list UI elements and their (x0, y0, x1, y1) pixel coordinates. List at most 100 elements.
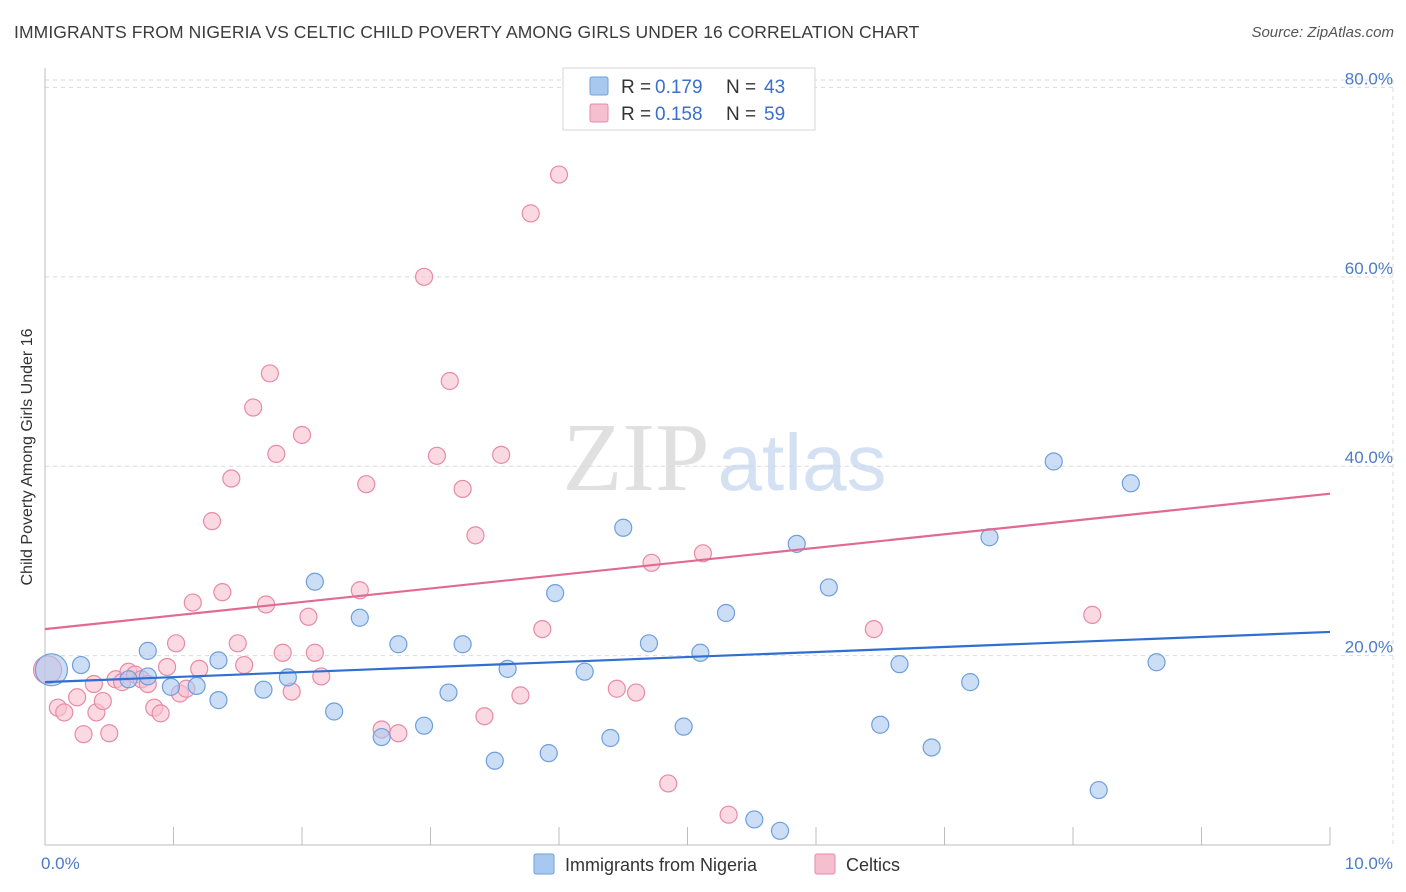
celtics-point-60 (1083, 605, 1102, 624)
celtics-point-49 (511, 686, 530, 705)
nigeria-point-25 (614, 518, 633, 537)
legend-n-label-nigeria: N = (726, 77, 756, 98)
bottom-legend-swatch-nigeria (533, 853, 555, 875)
nigeria-point-36 (922, 738, 941, 757)
bottom-legend: Immigrants from Nigeria Celtics (533, 853, 900, 875)
nigeria-point-39 (1044, 452, 1063, 471)
celtics-point-54 (626, 683, 646, 702)
nigeria-point-37 (961, 673, 980, 692)
celtics-point-42 (414, 267, 434, 286)
nigeria-point-26 (639, 634, 659, 653)
nigeria-point-11 (305, 572, 324, 591)
celtics-point-16 (151, 704, 170, 723)
y-tick-label-80: 80.0% (1345, 69, 1393, 88)
watermark: ZIP atlas (563, 404, 887, 512)
nigeria-point-14 (372, 727, 391, 747)
x-tick-label-min: 0.0% (41, 854, 80, 873)
bottom-legend-label-celtics: Celtics (846, 855, 900, 875)
legend-r-label-nigeria: R = (621, 77, 651, 98)
nigeria-points (34, 452, 1166, 840)
celtics-point-43 (427, 446, 447, 465)
celtics-point-36 (305, 643, 324, 662)
watermark-zip: ZIP (563, 404, 710, 512)
celtics-point-41 (389, 724, 408, 743)
celtics-point-7 (93, 691, 112, 711)
celtics-point-45 (453, 479, 472, 499)
bottom-legend-swatch-celtics (814, 853, 836, 875)
nigeria-point-27 (674, 717, 693, 736)
y-tick-label-20: 20.0% (1345, 638, 1393, 657)
nigeria-point-30 (745, 810, 764, 829)
x-tick-label-max: 10.0% (1345, 854, 1393, 873)
celtics-point-52 (549, 165, 569, 184)
nigeria-point-8 (209, 651, 228, 670)
nigeria-point-33 (819, 578, 838, 597)
celtics-point-56 (659, 774, 678, 793)
celtics-point-18 (166, 634, 186, 653)
trend-lines (44, 492, 1331, 684)
nigeria-point-12 (325, 702, 344, 721)
nigeria-point-35 (890, 655, 909, 674)
nigeria-trend-line (44, 630, 1331, 684)
nigeria-point-18 (453, 635, 472, 654)
nigeria-point-40 (1089, 780, 1108, 800)
celtics-point-39 (357, 475, 376, 494)
celtics-point-5 (84, 674, 103, 694)
watermark-atlas: atlas (718, 418, 887, 507)
celtics-point-25 (222, 469, 241, 488)
top-legend: R = 0.179 N = 43 R = 0.158 N = 59 (562, 67, 816, 131)
nigeria-point-22 (546, 584, 565, 603)
celtics-point-47 (475, 707, 494, 726)
celtics-point-30 (260, 364, 279, 383)
celtics-point-51 (533, 619, 552, 639)
nigeria-point-29 (716, 603, 736, 623)
celtics-point-2 (55, 703, 74, 722)
axes (44, 68, 1331, 846)
nigeria-point-28 (691, 643, 710, 662)
celtics-point-17 (157, 657, 177, 677)
nigeria-point-32 (787, 534, 806, 553)
celtics-point-21 (183, 593, 202, 612)
legend-r-label-celtics: R = (621, 104, 651, 125)
nigeria-point-41 (1121, 474, 1140, 493)
legend-r-value-nigeria: 0.179 (655, 77, 703, 98)
celtics-point-53 (607, 679, 626, 698)
celtics-point-4 (74, 725, 93, 744)
nigeria-point-13 (350, 608, 369, 627)
y-tick-label-40: 40.0% (1345, 448, 1393, 467)
celtics-point-35 (299, 607, 318, 626)
celtics-point-26 (228, 634, 247, 653)
nigeria-point-6 (187, 676, 206, 696)
celtics-point-28 (244, 398, 263, 417)
nigeria-point-3 (138, 667, 157, 686)
celtics-point-57 (693, 544, 713, 563)
nigeria-point-24 (601, 728, 620, 748)
celtics-trend-line (44, 492, 1331, 631)
nigeria-point-31 (770, 821, 790, 840)
celtics-point-48 (492, 445, 511, 464)
celtics-point-59 (864, 619, 883, 639)
celtics-point-50 (521, 204, 540, 223)
nigeria-point-0 (34, 653, 69, 687)
nigeria-point-23 (575, 662, 594, 681)
nigeria-point-21 (539, 744, 558, 763)
nigeria-point-1 (71, 655, 91, 675)
celtics-point-34 (292, 425, 312, 445)
celtics-point-23 (202, 512, 222, 531)
celtics-point-32 (273, 643, 292, 662)
chart-title: IMMIGRANTS FROM NIGERIA VS CELTIC CHILD … (14, 22, 920, 42)
legend-swatch-nigeria (589, 76, 609, 96)
legend-r-value-celtics: 0.158 (655, 104, 703, 125)
nigeria-point-7 (209, 691, 228, 710)
celtics-point-31 (267, 444, 286, 464)
nigeria-point-42 (1147, 653, 1166, 672)
y-tick-label-60: 60.0% (1345, 259, 1393, 278)
source-credit: Source: ZipAtlas.com (1251, 24, 1394, 41)
celtics-point-55 (642, 553, 661, 572)
nigeria-point-15 (389, 635, 408, 654)
nigeria-point-16 (414, 716, 434, 735)
celtics-point-3 (68, 688, 87, 707)
legend-n-value-nigeria: 43 (764, 77, 785, 98)
celtics-point-46 (466, 526, 485, 545)
